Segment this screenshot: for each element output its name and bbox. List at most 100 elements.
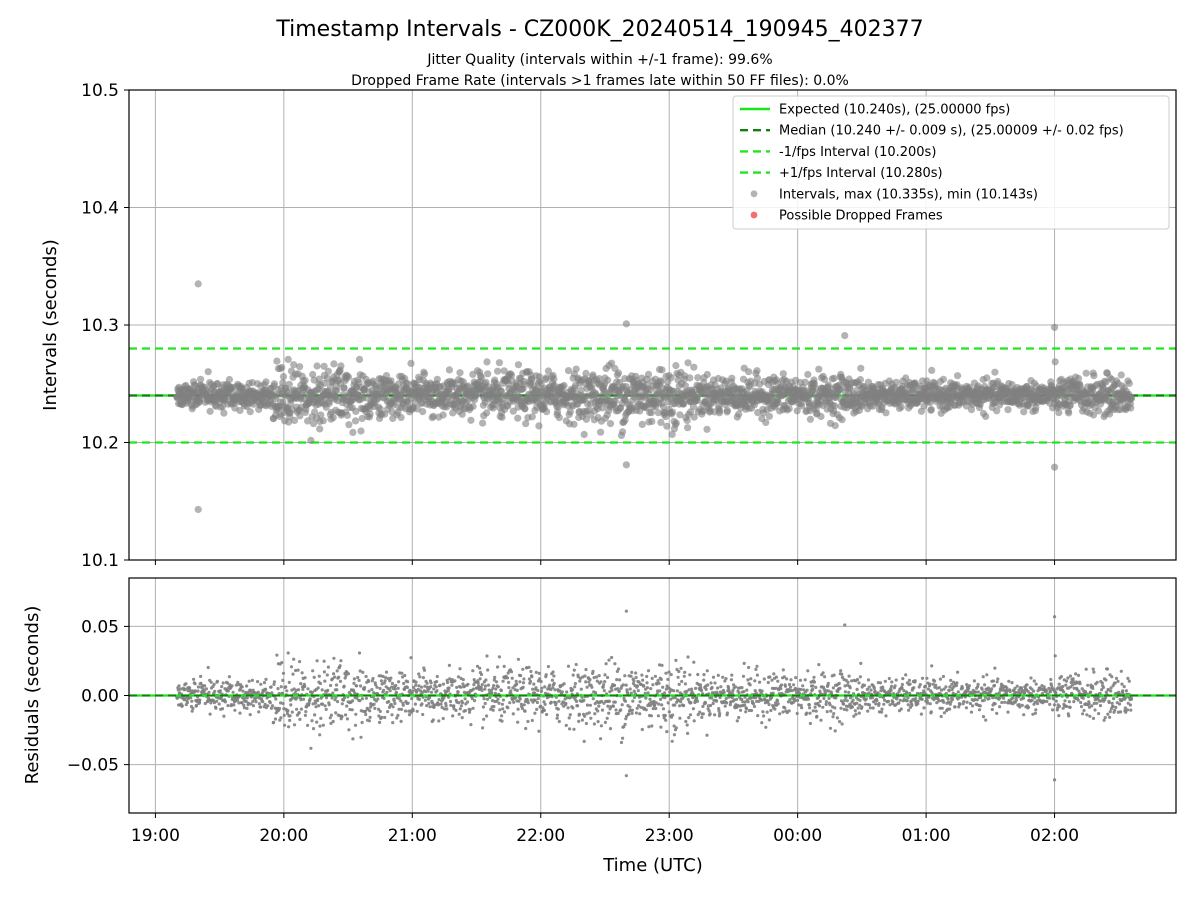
interval-point	[592, 391, 600, 399]
residual-point	[840, 722, 844, 726]
residual-point	[833, 729, 837, 733]
residual-point	[447, 663, 451, 668]
residual-point	[254, 700, 258, 704]
residual-point	[411, 709, 415, 713]
residual-point	[396, 713, 400, 718]
residual-point	[640, 673, 644, 677]
residual-point	[406, 701, 410, 705]
residual-point	[996, 677, 1000, 681]
residual-point	[261, 700, 265, 704]
residual-point	[646, 691, 650, 695]
residual-point	[1010, 681, 1014, 685]
residual-point	[990, 687, 994, 691]
interval-point	[483, 358, 491, 366]
residual-point	[847, 674, 851, 678]
residual-point	[375, 685, 379, 689]
interval-point	[680, 400, 688, 408]
residual-point	[429, 690, 434, 694]
interval-point	[897, 403, 905, 411]
residual-point	[272, 680, 276, 684]
residual-point	[194, 703, 199, 707]
interval-point	[798, 402, 806, 410]
residual-point	[409, 656, 413, 660]
interval-point	[279, 373, 288, 381]
residual-point	[250, 678, 254, 683]
residual-point	[685, 723, 689, 727]
residual-point	[690, 687, 694, 691]
interval-point	[495, 359, 503, 367]
residual-point	[760, 721, 764, 725]
residual-point	[789, 678, 793, 682]
interval-point	[407, 359, 415, 367]
residual-point	[259, 682, 263, 686]
residual-point	[406, 680, 410, 684]
interval-point	[892, 378, 900, 386]
interval-point	[804, 370, 812, 379]
residual-point	[221, 681, 225, 685]
residual-point	[565, 690, 569, 694]
residual-point	[856, 706, 860, 710]
residual-point	[659, 725, 663, 729]
residual-point	[373, 706, 377, 711]
residual-point	[597, 674, 601, 678]
residual-point	[801, 684, 805, 688]
residual-point	[842, 702, 846, 706]
residual-point	[502, 710, 507, 714]
residual-point	[982, 698, 986, 702]
residual-point	[969, 710, 974, 714]
residual-point	[937, 686, 941, 690]
residual-point	[585, 703, 590, 707]
interval-point	[514, 414, 522, 422]
interval-point	[520, 377, 528, 386]
residual-point	[718, 712, 722, 716]
residual-point	[867, 703, 872, 707]
interval-point	[580, 430, 588, 439]
residual-point	[400, 671, 404, 675]
residual-point	[199, 674, 203, 679]
residual-point	[776, 679, 780, 683]
residual-point	[928, 682, 932, 686]
interval-point	[676, 411, 684, 419]
residual-point	[638, 700, 642, 704]
residual-point	[378, 709, 382, 714]
residual-point	[427, 701, 431, 706]
residual-point	[346, 672, 351, 676]
residual-point	[937, 699, 941, 703]
top-y-tick-label: 10.3	[81, 316, 119, 336]
residual-point	[739, 708, 743, 712]
residual-point	[646, 669, 651, 673]
residual-point	[556, 707, 560, 711]
interval-point	[343, 411, 351, 419]
residual-point	[584, 667, 588, 672]
residual-point	[839, 706, 843, 710]
residual-point	[709, 681, 713, 685]
residual-point	[499, 688, 503, 693]
interval-point	[535, 422, 543, 430]
residual-point	[331, 719, 335, 724]
interval-point	[394, 385, 402, 393]
residual-point	[268, 701, 272, 705]
residual-point	[704, 687, 708, 692]
residual-point	[605, 716, 609, 720]
interval-point	[668, 430, 676, 438]
interval-point	[413, 405, 421, 413]
residual-point	[384, 670, 389, 674]
residual-point	[335, 688, 339, 692]
residual-point	[435, 680, 439, 684]
residual-point	[827, 696, 831, 701]
residual-point	[592, 722, 597, 726]
residual-point	[496, 665, 500, 669]
residual-point	[521, 685, 525, 690]
residual-point	[654, 706, 658, 711]
interval-point	[582, 415, 591, 423]
residual-point	[808, 711, 812, 715]
residual-point	[245, 696, 249, 700]
residual-point	[571, 706, 575, 710]
residual-point	[357, 651, 362, 655]
residual-point	[591, 669, 595, 674]
interval-point	[604, 376, 612, 384]
interval-point	[309, 370, 317, 379]
residual-point	[463, 709, 467, 713]
residual-point	[776, 702, 780, 706]
residual-point	[501, 698, 505, 702]
